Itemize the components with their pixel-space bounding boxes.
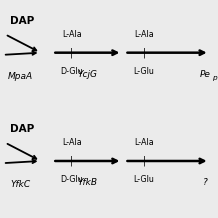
Text: YfkC: YfkC <box>10 180 30 189</box>
Text: ?: ? <box>203 178 208 187</box>
Text: L-Ala: L-Ala <box>62 138 82 147</box>
Text: |: | <box>70 48 73 58</box>
Text: MpaA: MpaA <box>7 72 33 81</box>
Text: D-Glu: D-Glu <box>60 175 83 184</box>
Text: Pe: Pe <box>200 70 211 79</box>
Text: |: | <box>142 156 146 166</box>
Text: YcjG: YcjG <box>77 70 97 79</box>
Text: |: | <box>70 156 73 166</box>
Text: p: p <box>212 75 216 81</box>
Text: DAP: DAP <box>10 124 34 134</box>
Text: L-Ala: L-Ala <box>62 30 82 39</box>
Text: D-Glu: D-Glu <box>60 66 83 76</box>
Text: DAP: DAP <box>10 16 34 26</box>
Text: L-Glu: L-Glu <box>133 66 154 76</box>
Text: L-Ala: L-Ala <box>134 138 154 147</box>
Text: L-Ala: L-Ala <box>134 30 154 39</box>
Text: |: | <box>142 48 146 58</box>
Text: L-Glu: L-Glu <box>133 175 154 184</box>
Text: YfkB: YfkB <box>77 178 97 187</box>
